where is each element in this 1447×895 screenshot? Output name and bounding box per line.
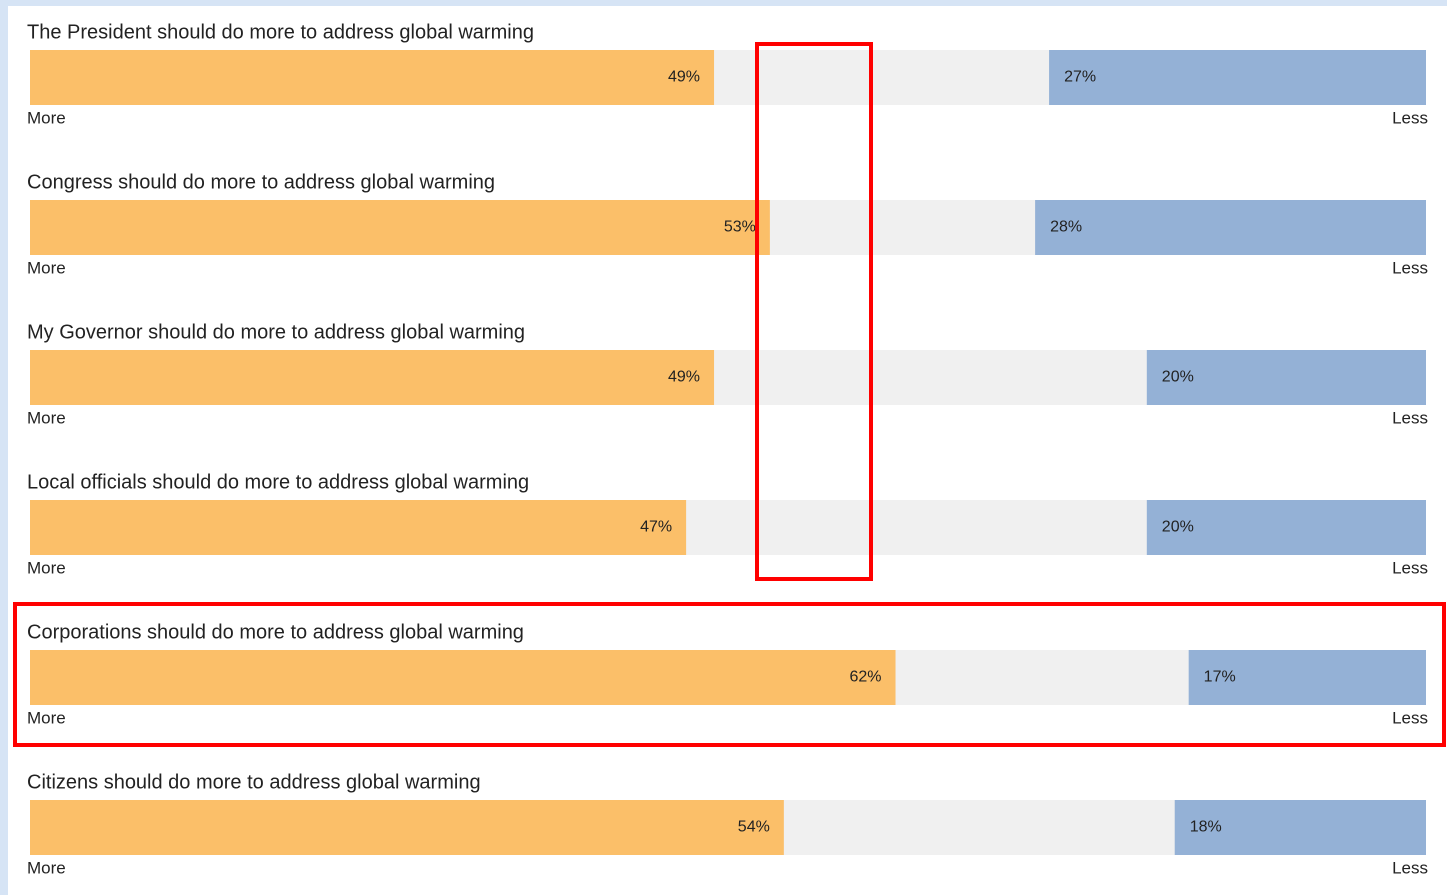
value-label: 62% <box>849 669 881 686</box>
axis-end-label: Less <box>1392 558 1428 577</box>
value-label: 53% <box>724 219 756 236</box>
bar-less <box>1146 500 1426 555</box>
row-title: Congress should do more to address globa… <box>27 171 495 193</box>
highlight-box <box>755 42 873 581</box>
value-label: 49% <box>668 69 700 86</box>
bar-more <box>30 650 896 705</box>
value-label: 20% <box>1162 369 1194 386</box>
bar-less <box>1188 650 1426 705</box>
bar-more <box>30 500 687 555</box>
axis-end-label: More <box>27 408 66 427</box>
axis-end-label: More <box>27 708 66 727</box>
bar-more <box>30 50 715 105</box>
row-title: The President should do more to address … <box>27 21 534 43</box>
value-label: 18% <box>1190 819 1222 836</box>
value-label: 27% <box>1064 69 1096 86</box>
rows: The President should do more to address … <box>27 21 1428 877</box>
panel <box>8 6 1447 895</box>
bar-more <box>30 200 770 255</box>
axis-end-label: Less <box>1392 258 1428 277</box>
axis-end-label: Less <box>1392 858 1428 877</box>
row-title: My Governor should do more to address gl… <box>27 321 525 343</box>
bar-less <box>1146 350 1426 405</box>
axis-end-label: More <box>27 258 66 277</box>
row-title: Local officials should do more to addres… <box>27 471 529 493</box>
value-label: 49% <box>668 369 700 386</box>
value-label: 17% <box>1204 669 1236 686</box>
axis-end-label: More <box>27 108 66 127</box>
value-label: 20% <box>1162 519 1194 536</box>
axis-end-label: More <box>27 558 66 577</box>
bar-less <box>1035 200 1426 255</box>
row-title: Citizens should do more to address globa… <box>27 771 481 793</box>
row-title: Corporations should do more to address g… <box>27 621 524 643</box>
axis-end-label: More <box>27 858 66 877</box>
bar-more <box>30 800 784 855</box>
bar-more <box>30 350 715 405</box>
axis-end-label: Less <box>1392 408 1428 427</box>
value-label: 47% <box>640 519 672 536</box>
value-label: 28% <box>1050 219 1082 236</box>
highlight-box <box>13 602 1446 747</box>
value-label: 54% <box>738 819 770 836</box>
axis-end-label: Less <box>1392 108 1428 127</box>
axis-end-label: Less <box>1392 708 1428 727</box>
bar-less <box>1049 50 1426 105</box>
bar-less <box>1174 800 1426 855</box>
